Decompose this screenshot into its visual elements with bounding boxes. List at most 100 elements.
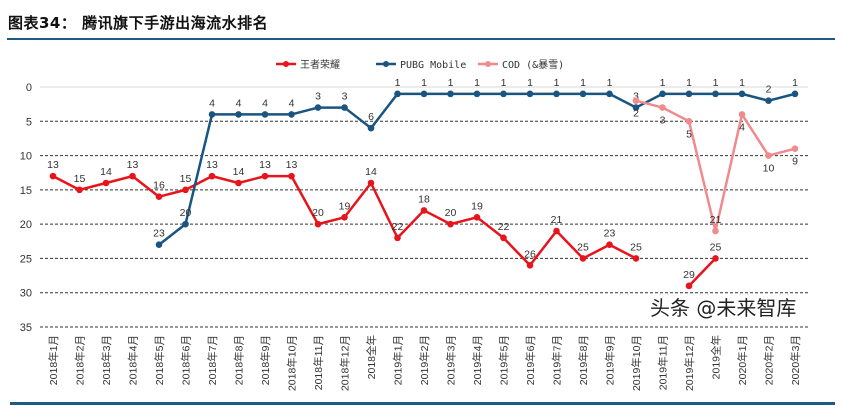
data-point xyxy=(553,227,560,235)
data-point xyxy=(261,172,269,180)
data-point xyxy=(49,172,57,180)
x-tick-label: 2020年2月 xyxy=(763,335,776,385)
figure-title: 图表34： 腾讯旗下手游出海流水排名 xyxy=(8,14,269,32)
x-tick-label: 2018年3月 xyxy=(100,335,113,385)
data-point xyxy=(314,104,322,111)
x-tick-label: 2019年5月 xyxy=(498,335,511,385)
data-point xyxy=(765,97,772,105)
legend-marker xyxy=(283,61,289,67)
data-label: 25 xyxy=(630,241,642,253)
data-point xyxy=(526,90,534,98)
x-tick-label: 2018年7月 xyxy=(206,335,219,385)
data-label: 1 xyxy=(474,77,480,89)
data-label: 13 xyxy=(47,159,59,171)
data-label: 14 xyxy=(100,166,112,178)
data-point xyxy=(632,97,640,105)
data-label: 10 xyxy=(763,163,775,175)
data-point xyxy=(76,186,83,194)
x-tick-label: 2018年12月 xyxy=(339,335,352,391)
data-label: 4 xyxy=(739,121,745,133)
data-point xyxy=(341,213,348,221)
data-point xyxy=(367,179,375,187)
data-point xyxy=(791,90,799,98)
data-label: 2 xyxy=(766,84,772,96)
data-point xyxy=(606,90,613,98)
data-point xyxy=(738,111,746,118)
x-tick-label: 2019年4月 xyxy=(471,335,484,385)
data-point xyxy=(712,255,719,262)
data-point xyxy=(102,179,110,187)
x-tick-label: 2019年1月 xyxy=(392,335,405,385)
data-label: 1 xyxy=(421,77,427,89)
data-label: 4 xyxy=(289,97,295,109)
legend-label: COD (&暴雪) xyxy=(502,59,564,71)
x-tick-label: 2019年12月 xyxy=(683,335,696,391)
data-point xyxy=(182,220,189,228)
data-point xyxy=(765,152,772,159)
x-tick-label: 2018年10月 xyxy=(286,335,299,391)
data-point xyxy=(288,172,295,180)
data-point xyxy=(659,90,666,98)
data-label: 4 xyxy=(262,97,268,109)
data-label: 4 xyxy=(236,97,242,109)
x-tick-label: 2020年1月 xyxy=(736,335,749,385)
data-point xyxy=(394,234,401,242)
data-label: 3 xyxy=(315,91,321,103)
data-label: 23 xyxy=(604,228,616,240)
x-tick-label: 2019年10月 xyxy=(630,335,643,391)
x-tick-label: 2018年8月 xyxy=(233,335,246,385)
data-point xyxy=(473,90,481,98)
data-label: 14 xyxy=(233,166,245,178)
data-label: 22 xyxy=(392,221,404,233)
data-label: 3 xyxy=(342,91,348,103)
title-divider xyxy=(7,38,835,40)
watermark: 头条 @未来智库 xyxy=(650,296,797,320)
data-label: 20 xyxy=(312,207,324,219)
data-label: 19 xyxy=(339,200,351,212)
data-point xyxy=(685,282,693,290)
y-tick-label: 5 xyxy=(26,116,32,128)
x-tick-label: 2018年11月 xyxy=(312,335,325,390)
data-point xyxy=(632,104,640,111)
y-tick-label: 20 xyxy=(20,219,32,231)
data-point xyxy=(579,90,587,98)
y-tick-label: 10 xyxy=(20,151,32,163)
x-tick-label: 2019年11月 xyxy=(657,335,670,390)
legend-marker xyxy=(383,61,389,67)
y-tick-label: 25 xyxy=(20,253,32,265)
data-point xyxy=(685,117,693,125)
series-line xyxy=(688,257,717,287)
legend-label: PUBG Mobile xyxy=(400,60,466,71)
x-tick-label: 2018年4月 xyxy=(127,335,140,385)
data-label: 18 xyxy=(418,193,430,205)
x-tick-label: 2018年1月 xyxy=(47,335,60,385)
data-label: 1 xyxy=(739,77,745,89)
data-point xyxy=(367,124,375,132)
data-label: 20 xyxy=(180,207,192,219)
data-label: 25 xyxy=(577,241,589,253)
y-tick-label: 35 xyxy=(20,322,32,334)
data-point xyxy=(394,90,401,98)
data-label: 21 xyxy=(551,214,563,226)
data-label: 29 xyxy=(683,269,695,281)
data-point xyxy=(579,255,587,262)
data-label: 22 xyxy=(498,221,510,233)
data-label: 1 xyxy=(395,77,401,89)
data-label: 3 xyxy=(660,115,666,127)
data-point xyxy=(235,111,242,118)
data-point xyxy=(553,90,560,98)
data-label: 1 xyxy=(607,77,613,89)
data-point xyxy=(791,145,799,153)
data-label: 1 xyxy=(501,77,507,89)
legend-label: 王者荣耀 xyxy=(300,59,340,71)
data-label: 20 xyxy=(445,207,457,219)
data-point xyxy=(473,213,481,221)
data-point xyxy=(261,111,269,118)
data-label: 2 xyxy=(633,108,639,120)
data-point xyxy=(341,104,348,111)
x-tick-label: 2018年6月 xyxy=(180,335,193,385)
data-label: 1 xyxy=(527,77,533,89)
data-point xyxy=(685,90,693,98)
x-tick-label: 2019年6月 xyxy=(524,335,537,385)
